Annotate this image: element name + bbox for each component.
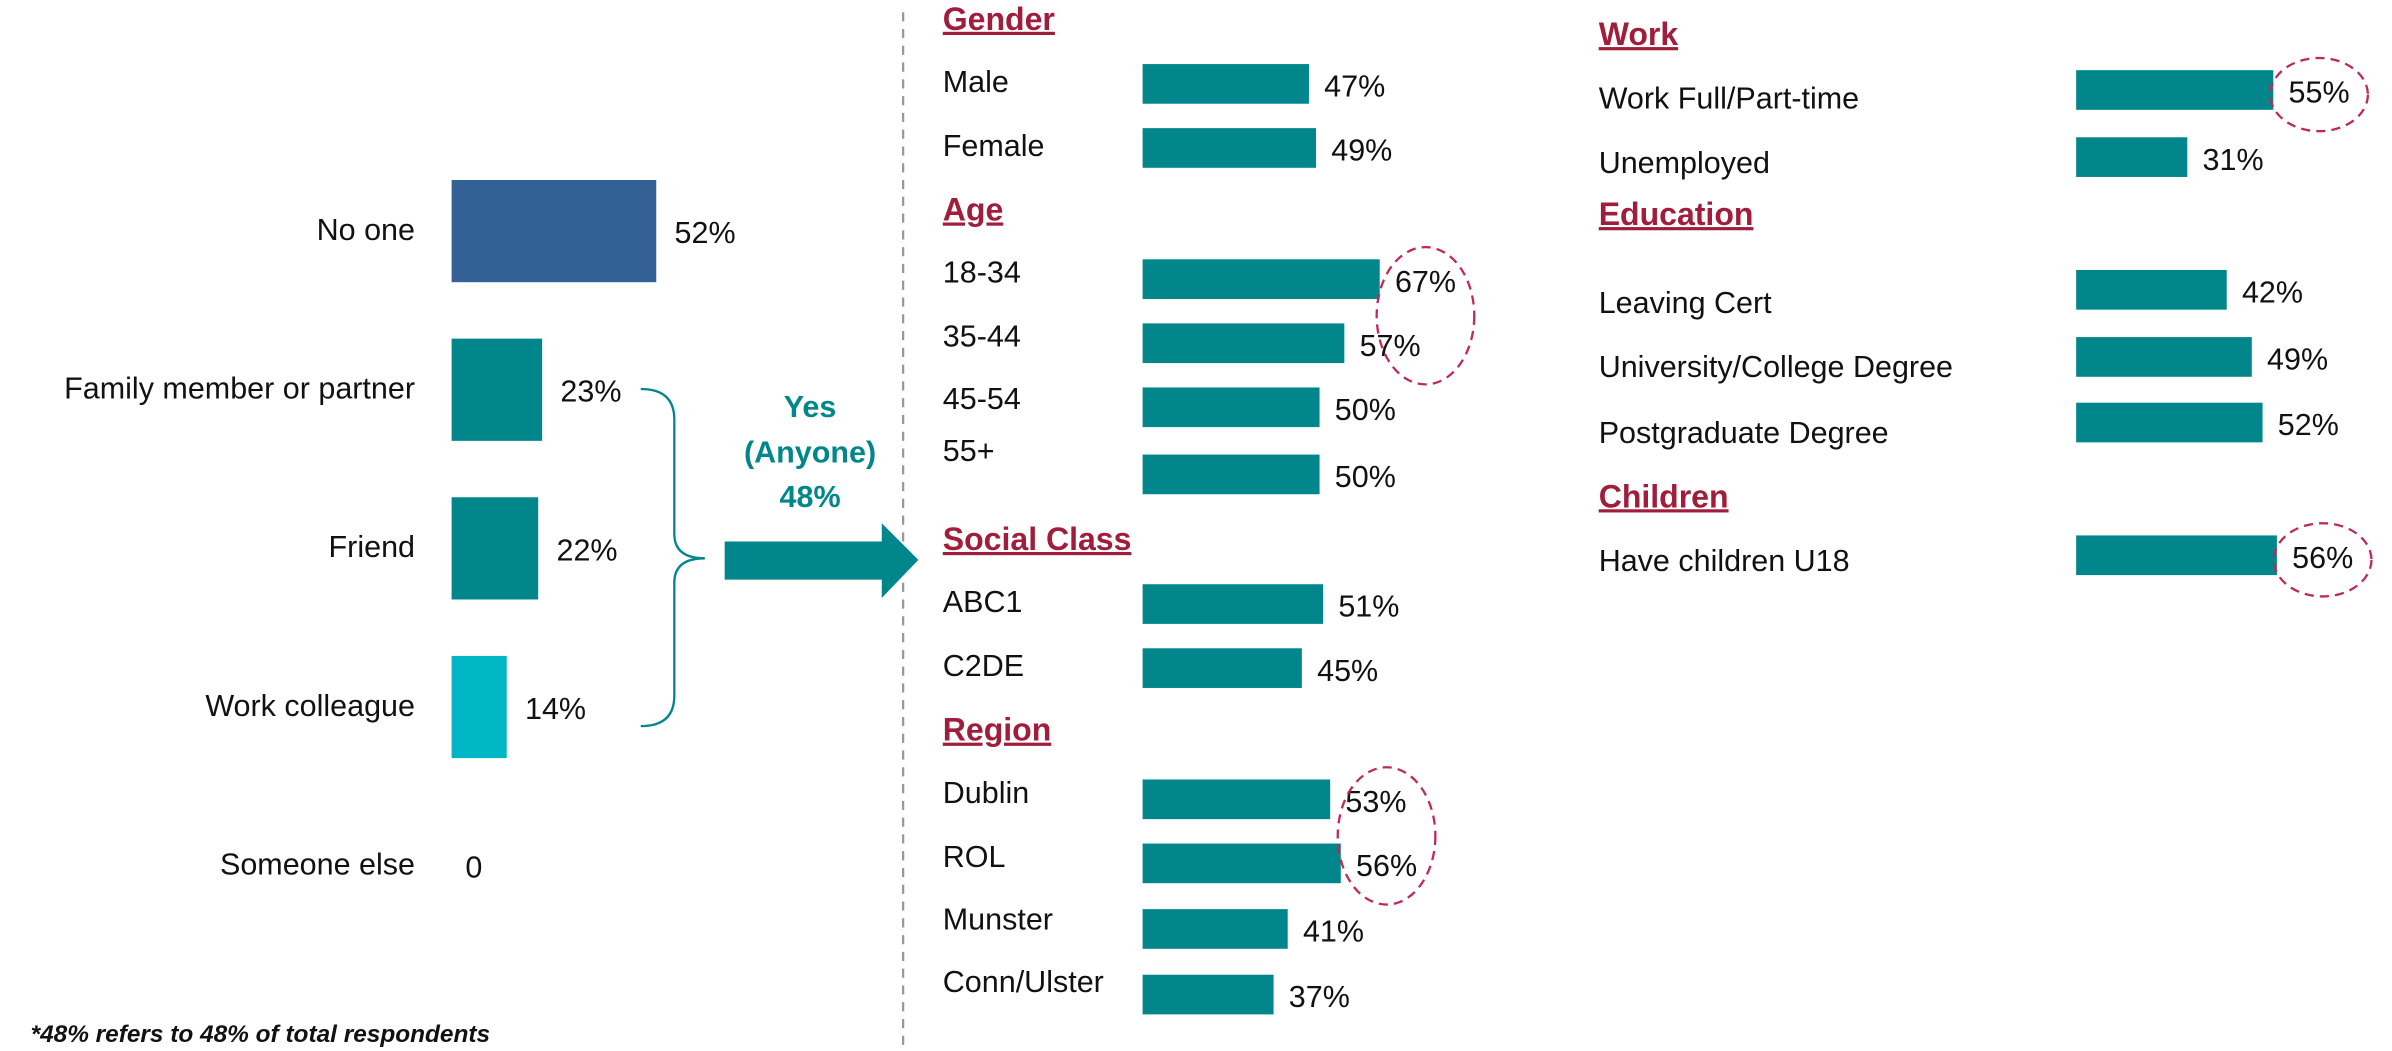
bar [451,655,507,759]
category-label: Conn/Ulster [943,965,1104,999]
category-label: Munster [943,902,1053,936]
bar [2076,137,2188,177]
value-label: 45% [1317,654,1378,688]
category-label: ROL [943,840,1006,874]
value-label: 22% [556,533,617,567]
bar [451,179,657,283]
value-label: 53% [1345,785,1406,819]
category-label: Dublin [943,776,1029,810]
bar [1142,584,1324,624]
category-label: Friend [329,530,415,564]
value-label: 41% [1303,915,1364,949]
category-label: Work Full/Part-time [1599,82,1859,116]
footnote: *48% refers to 48% of total respondents [31,1021,490,1048]
value-label: 47% [1324,70,1385,104]
value-label: 57% [1360,329,1421,363]
bar [2076,337,2252,377]
brace [640,387,705,728]
value-label: 56% [2292,541,2353,575]
value-label: 55% [2289,76,2350,110]
bar [1142,259,1380,299]
value-label: 67% [1395,265,1456,299]
annotation: 48% [780,480,841,514]
group-title: Age [943,191,1003,227]
value-label: 56% [1356,849,1417,883]
value-label: 23% [560,375,621,409]
bar [1142,64,1309,104]
highlight-circle [2272,522,2373,598]
category-label: 35-44 [943,320,1021,354]
highlight-circle [1375,245,1476,386]
bar [2076,402,2263,443]
category-label: Someone else [220,847,415,881]
category-label: Leaving Cert [1599,286,1772,320]
group-title: Children [1599,478,1729,514]
value-label: 14% [525,692,586,726]
category-label: Male [943,65,1009,99]
category-label: C2DE [943,649,1024,683]
bar [1142,843,1341,884]
highlight-circle [2269,56,2370,133]
value-label: 49% [2267,343,2328,377]
bar [1142,779,1331,820]
value-label: 50% [1335,393,1396,427]
category-label: Have children U18 [1599,544,1850,578]
bar [1142,128,1317,168]
bar [2076,269,2227,310]
value-label: 51% [1338,590,1399,624]
bar [2076,535,2277,576]
category-label: Unemployed [1599,146,1770,180]
category-label: Family member or partner [64,372,415,406]
annotation: Yes [784,390,837,424]
group-title: Social Class [943,521,1132,557]
group-title: Gender [943,1,1055,37]
category-label: University/College Degree [1599,350,1953,384]
value-label: 52% [2278,408,2339,442]
bar [2076,70,2274,110]
value-label: 42% [2242,275,2303,309]
category-label: Female [943,129,1045,163]
highlight-circle [1336,766,1437,906]
category-label: 45-54 [943,382,1021,416]
bar [451,338,543,441]
bar [1142,909,1288,949]
value-label: 50% [1335,460,1396,494]
category-label: 55+ [943,434,995,468]
value-label: 0 [465,851,482,885]
value-label: 37% [1289,980,1350,1014]
group-title: Work [1599,16,1679,52]
value-label: 49% [1331,134,1392,168]
bar [1142,974,1274,1015]
group-title: Region [943,712,1051,748]
group-title: Education [1599,196,1754,232]
category-label: 18-34 [943,256,1021,290]
bar [1142,323,1345,364]
category-label: Work colleague [205,689,415,723]
category-label: ABC1 [943,585,1023,619]
annotation: (Anyone) [744,436,876,470]
category-label: No one [317,213,415,247]
category-label: Postgraduate Degree [1599,416,1889,450]
bar [451,497,539,600]
value-label: 31% [2203,143,2264,177]
arrow [724,523,919,598]
bar [1142,387,1320,428]
bar [1142,454,1320,495]
value-label: 52% [675,216,736,250]
bar [1142,648,1302,688]
